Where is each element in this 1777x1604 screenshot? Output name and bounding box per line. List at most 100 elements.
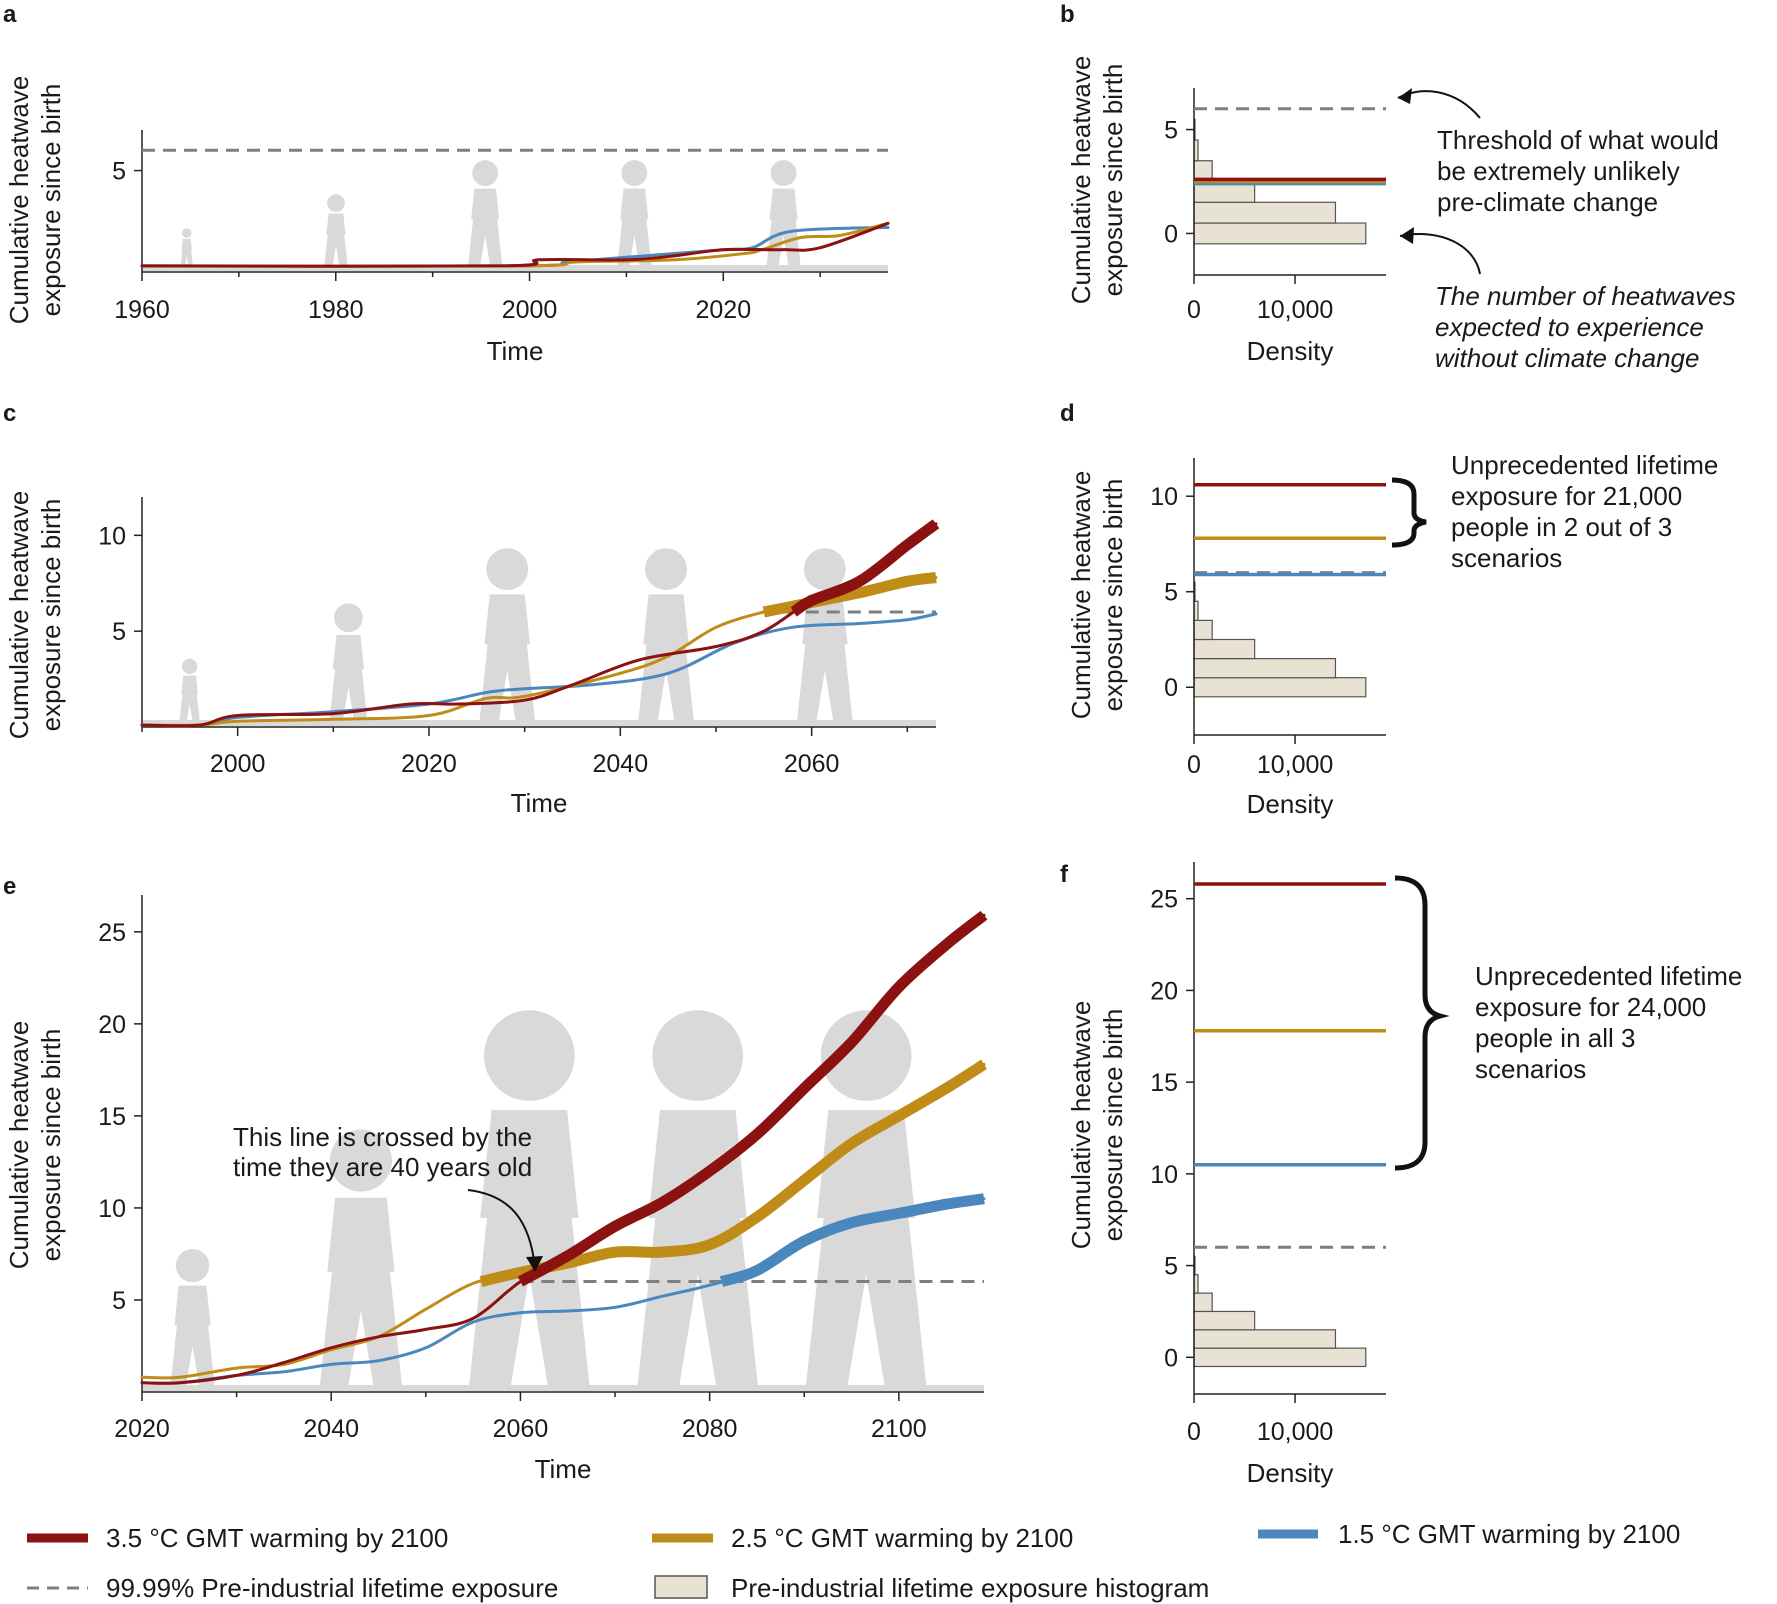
y-tick-label: 0 [1164, 1344, 1178, 1372]
person-silhouette-2-legs [324, 233, 348, 268]
histogram-bar [1193, 657, 1337, 679]
annotation-line: expected to experience [1435, 312, 1704, 342]
annotation-f-brace: Unprecedented lifetime exposure for 24,0… [1394, 875, 1742, 1171]
y-tick-label: 5 [112, 158, 126, 186]
person-silhouette-2-legs [319, 1266, 403, 1388]
legend-label-s25: 2.5 °C GMT warming by 2100 [731, 1523, 1073, 1553]
y-axis-label: Cumulative heatwaveexposure since birth [4, 491, 66, 740]
annotation-line: exposure for 24,000 [1475, 992, 1706, 1022]
panel-a: a 1960 1980 2000 2020 5 Time Cumulative heatwav… [3, 1, 890, 366]
series-line-s35 [140, 221, 890, 268]
y-tick-label: 15 [1150, 1069, 1178, 1097]
y-tick-label: 20 [98, 1011, 126, 1039]
annotation-line: time they are 40 years old [233, 1152, 532, 1182]
annotation-line: This line is crossed by the [233, 1122, 532, 1152]
person-silhouette-4-head [652, 1010, 744, 1101]
x-axis-label: Density [1247, 789, 1334, 819]
arrowhead [1400, 227, 1414, 244]
x-tick-label: 1980 [308, 296, 364, 324]
person-silhouette-3-legs [479, 640, 536, 723]
annotation-d-brace: Unprecedented lifetime exposure for 21,0… [1391, 450, 1718, 573]
histogram-bar [1193, 677, 1367, 698]
histogram-bar [1193, 1347, 1367, 1368]
annotation-line: scenarios [1475, 1054, 1586, 1084]
person-silhouette-3-torso [471, 188, 500, 220]
y-tick-label: 10 [98, 1195, 126, 1223]
curly-brace [1394, 875, 1450, 1171]
y-tick-label: 10 [98, 522, 126, 550]
person-silhouette-5-head [820, 1010, 912, 1101]
y-tick-label: 5 [1164, 117, 1178, 145]
histogram-bar [1193, 1329, 1337, 1349]
annotation-line: exposure for 21,000 [1451, 481, 1682, 511]
panel-letter-c: c [3, 400, 16, 427]
person-silhouette-2-torso [327, 1197, 395, 1272]
y-axis-label: Cumulative heatwaveexposure since birth [4, 1021, 66, 1270]
x-axis-label: Density [1247, 336, 1334, 366]
y-tick-label: 25 [1150, 886, 1178, 914]
histogram-bar [1193, 201, 1337, 224]
person-silhouette-1-torso [174, 1285, 211, 1326]
x-tick-label: 2020 [401, 750, 457, 778]
y-axis-label: Cumulative heatwaveexposure since birth [4, 76, 66, 325]
panel-c: c 2000 2020 2040 2060 5 10 Time Cumulative heatw… [3, 400, 940, 818]
annotation-line: be extremely unlikely [1437, 156, 1680, 186]
legend-label-threshold: 99.99% Pre-industrial lifetime exposure [106, 1573, 558, 1603]
panel-letter-f: f [1060, 861, 1069, 888]
series-thick-s15 [719, 1193, 985, 1287]
y-tick-label: 5 [112, 1287, 126, 1315]
y-tick-label: 20 [1150, 977, 1178, 1005]
person-silhouette-1-legs [180, 249, 194, 268]
person-silhouette-1-head [181, 658, 198, 675]
y-axis-label-line: Cumulative heatwave [4, 76, 34, 325]
y-axis-label-line: Cumulative heatwave [4, 491, 34, 740]
x-tick-label: 2000 [502, 296, 558, 324]
person-silhouette-3-legs [467, 217, 503, 268]
person-silhouette-5-legs [805, 1210, 927, 1388]
legend-label-s15: 1.5 °C GMT warming by 2100 [1338, 1519, 1680, 1549]
histogram-bar [1193, 619, 1213, 641]
y-axis-label-line: Cumulative heatwave [1066, 471, 1096, 720]
arrow-to-crossing [467, 1189, 536, 1269]
person-silhouette-1-torso [181, 238, 192, 251]
person-silhouette-4-legs [638, 640, 695, 723]
annotation-line: The number of heatwaves [1435, 281, 1736, 311]
panel-letter-a: a [3, 1, 17, 28]
person-silhouette-2-head [327, 194, 345, 212]
silhouettes-a [180, 160, 801, 268]
x-axis-label: Time [535, 1454, 592, 1484]
silhouettes-e [170, 1010, 927, 1388]
x-tick-label: 2060 [784, 750, 840, 778]
person-silhouette-3-head [486, 548, 529, 591]
series-thick-s35 [790, 519, 940, 617]
x-tick-label: 2040 [593, 750, 649, 778]
y-tick-label: 0 [1164, 220, 1178, 248]
person-silhouette-1-torso [181, 675, 199, 695]
x-tick-label: 0 [1187, 1418, 1201, 1446]
x-tick-label: 2020 [695, 296, 751, 324]
person-silhouette-4-torso [620, 188, 649, 220]
histogram-bar [1193, 1292, 1213, 1313]
annotation-b-threshold: Threshold of what would be extremely unl… [1397, 88, 1719, 217]
person-silhouette-1-head [175, 1248, 210, 1283]
x-tick-label: 10,000 [1257, 1418, 1333, 1446]
annotation-line: scenarios [1451, 543, 1562, 573]
person-silhouette-4-head [645, 548, 688, 591]
annotation-b-expected: The number of heatwaves expected to expe… [1399, 227, 1736, 373]
y-axis-label-line: Cumulative heatwave [1066, 1001, 1096, 1250]
person-silhouette-4-head [621, 160, 648, 186]
person-silhouette-5-legs [796, 640, 853, 723]
x-axis-label: Density [1247, 1458, 1334, 1488]
x-tick-label: 0 [1187, 751, 1201, 779]
curly-brace [1391, 477, 1427, 548]
panel-letter-d: d [1060, 400, 1075, 427]
y-tick-label: 10 [1150, 1161, 1178, 1189]
person-silhouette-5-torso [769, 188, 798, 220]
x-axis-label: Time [511, 788, 568, 818]
annotation-line: Unprecedented lifetime [1475, 961, 1742, 991]
arrowhead [1398, 88, 1412, 104]
person-silhouette-5-head [770, 160, 797, 186]
person-silhouette-2-head [329, 1129, 392, 1192]
y-axis-label-line: exposure since birth [36, 1029, 66, 1262]
